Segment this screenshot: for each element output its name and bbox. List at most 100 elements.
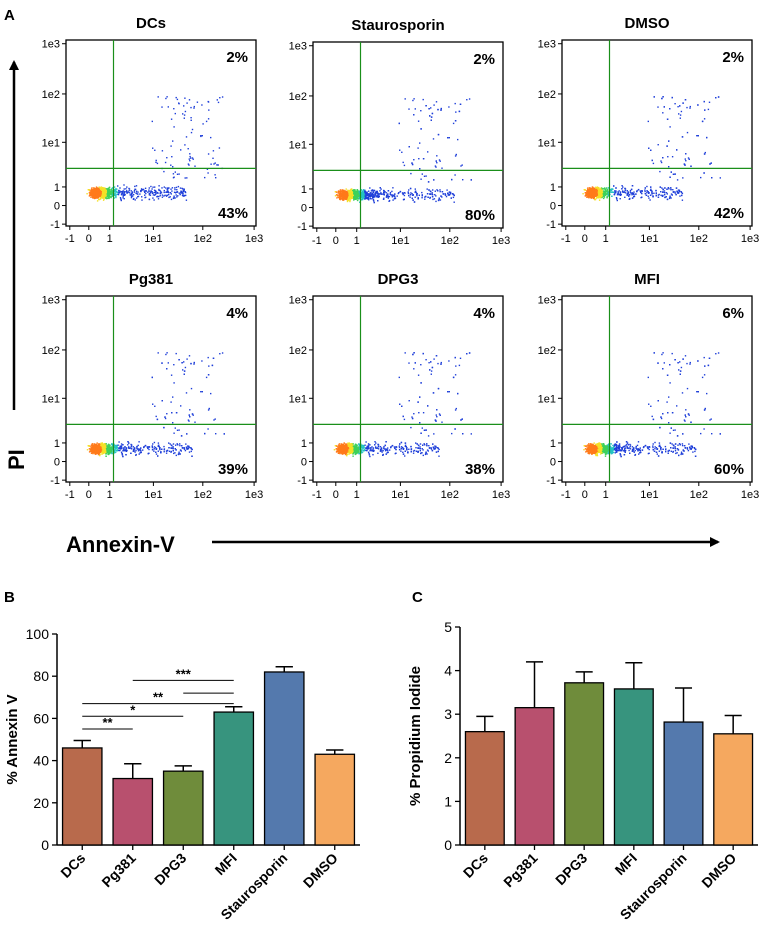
flow-event (371, 189, 373, 191)
flow-event (652, 195, 654, 197)
flow-event (180, 192, 183, 194)
flow-event (438, 198, 440, 201)
flow-event (152, 197, 154, 199)
flow-event (342, 192, 344, 194)
flow-event (587, 187, 589, 189)
flow-event (600, 195, 602, 197)
flow-event (697, 135, 699, 137)
flow-event (158, 195, 160, 198)
flow-event (182, 369, 184, 371)
flow-event (155, 193, 157, 195)
x-tick-label: 1 (354, 235, 360, 247)
flow-event (151, 188, 153, 190)
flow-event (172, 166, 174, 168)
flow-event (148, 193, 150, 195)
flow-event (666, 145, 668, 147)
flow-event (411, 197, 413, 199)
flow-event (619, 194, 622, 196)
flow-event (372, 197, 374, 199)
flow-event (96, 191, 98, 194)
flow-event (361, 193, 363, 195)
flow-event (340, 192, 342, 194)
flow-event (218, 147, 221, 149)
flow-event (339, 195, 341, 198)
flow-event (104, 195, 107, 198)
flow-event (629, 191, 631, 193)
flow-event (442, 193, 444, 195)
flow-event (170, 145, 172, 147)
flow-event (173, 108, 175, 110)
flow-event (148, 187, 150, 189)
flow-event (133, 197, 135, 200)
x-tick-label: 1e1 (391, 235, 409, 247)
flow-event (676, 149, 678, 151)
flow-event (339, 193, 342, 196)
flow-event (189, 155, 191, 158)
flow-event (421, 194, 423, 196)
flow-event (592, 191, 594, 193)
flow-event (100, 186, 103, 188)
flow-event (134, 199, 136, 201)
flow-event (105, 188, 107, 190)
x-tick-label: 1e2 (441, 235, 459, 247)
flow-event (383, 190, 385, 192)
flow-event (444, 193, 446, 195)
flow-event (91, 187, 93, 189)
flow-event (623, 191, 625, 193)
flow-event (431, 196, 434, 198)
flow-event (683, 163, 686, 165)
flow-event (403, 192, 406, 194)
flow-event (121, 192, 123, 194)
flow-event (441, 167, 443, 169)
flow-event (647, 195, 649, 197)
flow-event (173, 126, 175, 128)
flow-event (362, 192, 364, 195)
flow-event (427, 151, 429, 153)
flow-event (192, 414, 194, 416)
y-tick-label: 1e3 (42, 39, 60, 51)
flow-event (178, 173, 180, 175)
flow-event (617, 192, 619, 194)
flow-event (601, 191, 604, 194)
flow-event (681, 194, 683, 197)
flow-event (159, 195, 161, 197)
flow-event (173, 176, 175, 178)
flow-event (403, 164, 406, 167)
x-tick-label: 1e3 (492, 235, 510, 247)
flow-event (448, 137, 450, 139)
flow-event (109, 444, 111, 446)
flow-event (439, 189, 441, 191)
flow-event (611, 188, 613, 190)
flow-event (183, 105, 185, 107)
flow-event (120, 198, 122, 200)
flow-event (676, 191, 679, 193)
flow-event (440, 107, 442, 110)
flow-event (344, 197, 347, 199)
flow-event (113, 186, 116, 188)
flow-event (453, 194, 455, 197)
flow-event (376, 195, 378, 197)
flow-event (598, 190, 601, 192)
flow-event (386, 194, 388, 196)
flow-event (425, 105, 427, 107)
flow-event (360, 189, 362, 191)
flow-event (421, 191, 423, 194)
flow-event (103, 190, 105, 193)
flow-event (346, 195, 349, 197)
flow-event (610, 191, 612, 193)
flow-event (696, 135, 698, 137)
flow-event (354, 198, 356, 200)
flow-event (402, 198, 405, 201)
flow-event (368, 193, 370, 196)
flow-event (152, 147, 154, 149)
flow-event (606, 196, 608, 198)
flow-event (153, 448, 155, 450)
flow-event (155, 191, 157, 194)
flow-event (413, 201, 416, 203)
flow-event (362, 198, 364, 201)
flow-event (393, 198, 396, 200)
flow-event (350, 195, 353, 198)
flow-event (425, 195, 427, 198)
